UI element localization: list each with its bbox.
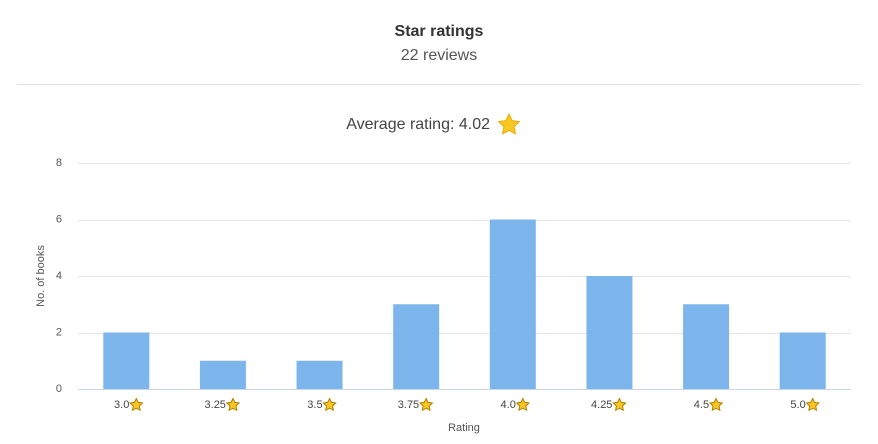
- y-tick-label: 6: [56, 213, 62, 225]
- bar: [103, 332, 150, 389]
- bar: [393, 304, 440, 389]
- bar: [779, 332, 826, 389]
- x-tick-label: 3.25: [205, 399, 226, 411]
- x-tick-label: 3.0: [114, 399, 129, 411]
- x-tick-label: 4.0: [501, 399, 516, 411]
- y-axis-title: No. of books: [35, 245, 47, 307]
- bar: [586, 276, 633, 389]
- star-icon: [515, 397, 531, 412]
- chart-title: Star ratings: [395, 23, 484, 40]
- x-tick-label: 3.5: [307, 399, 322, 411]
- star-icon: [322, 397, 337, 412]
- star-icon: [129, 397, 144, 412]
- star-icon: [708, 397, 724, 412]
- x-tick-label: 3.75: [398, 399, 419, 411]
- x-tick-label: 5.0: [790, 399, 805, 411]
- star-icon: [225, 397, 241, 412]
- y-tick-label: 0: [56, 383, 62, 395]
- star-icon: [612, 397, 627, 412]
- star-icon: [418, 397, 434, 412]
- x-tick-label: 4.5: [694, 399, 709, 411]
- average-rating: Average rating: 4.02: [346, 116, 490, 133]
- chart-subtitle: 22 reviews: [401, 47, 477, 64]
- bar: [489, 219, 536, 389]
- x-tick-label: 4.25: [591, 399, 612, 411]
- bar: [296, 360, 343, 389]
- y-tick-label: 4: [56, 270, 62, 282]
- bar: [683, 304, 730, 389]
- x-axis-title: Rating: [448, 422, 480, 434]
- y-tick-label: 8: [56, 157, 62, 169]
- y-tick-label: 2: [56, 326, 62, 338]
- star-icon: [497, 112, 521, 135]
- bar: [199, 360, 246, 389]
- star-icon: [805, 397, 820, 412]
